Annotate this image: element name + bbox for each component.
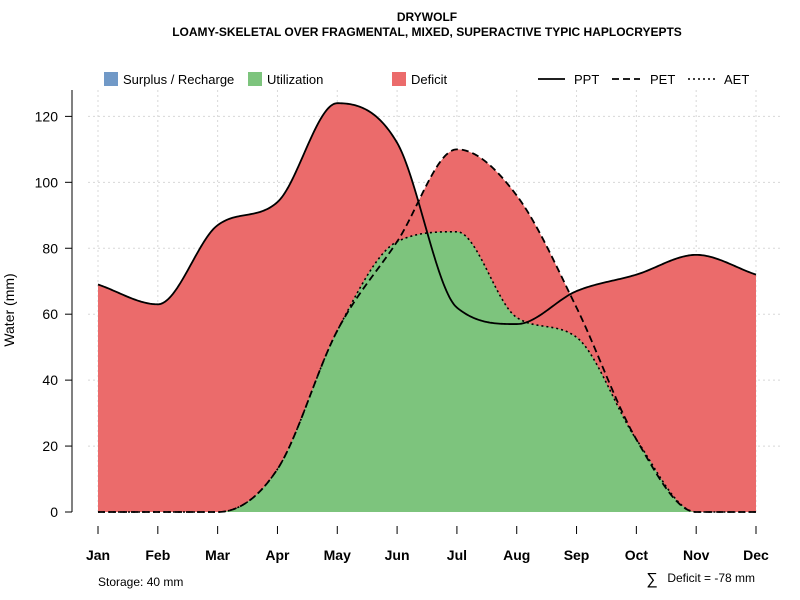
storage-note: Storage: 40 mm	[98, 575, 183, 589]
x-tick-label: Jun	[385, 547, 410, 563]
x-tick-label: Nov	[683, 547, 710, 563]
legend-label-deficit: Deficit	[411, 72, 448, 87]
legend-swatch-deficit	[392, 72, 406, 86]
x-tick-label: Sep	[564, 547, 590, 563]
chart-title: DRYWOLF	[397, 10, 457, 24]
y-tick-label: 100	[35, 174, 59, 190]
x-tick-label: May	[324, 547, 351, 563]
y-axis-label: Water (mm)	[1, 273, 17, 346]
legend-swatch-surplus	[104, 72, 118, 86]
y-tick-label: 20	[42, 438, 58, 454]
legend-swatch-utilization	[248, 72, 262, 86]
legend-label-aet: AET	[724, 72, 749, 87]
utilization-area	[98, 231, 756, 512]
legend: Surplus / Recharge Utilization Deficit P…	[104, 72, 749, 87]
y-tick-label: 0	[50, 504, 58, 520]
y-axis: 0 20 40 60 80 100 120	[35, 108, 72, 520]
x-tick-label: Aug	[503, 547, 530, 563]
y-tick-label: 120	[35, 108, 59, 124]
y-tick-label: 40	[42, 372, 58, 388]
y-tick-label: 60	[42, 306, 58, 322]
legend-label-ppt: PPT	[574, 72, 599, 87]
legend-label-surplus: Surplus / Recharge	[123, 72, 234, 87]
x-tick-label: Dec	[743, 547, 769, 563]
y-tick-label: 80	[42, 240, 58, 256]
legend-label-utilization: Utilization	[267, 72, 323, 87]
x-tick-label: Feb	[145, 547, 170, 563]
pet-line	[98, 148, 756, 513]
x-tick-label: Mar	[205, 547, 230, 563]
x-tick-label: Oct	[625, 547, 649, 563]
legend-label-pet: PET	[650, 72, 675, 87]
deficit-note: Deficit = -78 mm	[667, 571, 755, 585]
sum-symbol: ∑	[646, 571, 657, 588]
chart-subtitle: LOAMY-SKELETAL OVER FRAGMENTAL, MIXED, S…	[172, 25, 682, 39]
ppt-line	[97, 102, 757, 325]
x-tick-label: Apr	[265, 547, 290, 563]
x-tick-label: Jan	[86, 547, 110, 563]
x-tick-label: Jul	[447, 547, 467, 563]
x-axis: Jan Feb Mar Apr May Jun Jul Aug Sep Oct Nov Dec	[86, 526, 769, 563]
